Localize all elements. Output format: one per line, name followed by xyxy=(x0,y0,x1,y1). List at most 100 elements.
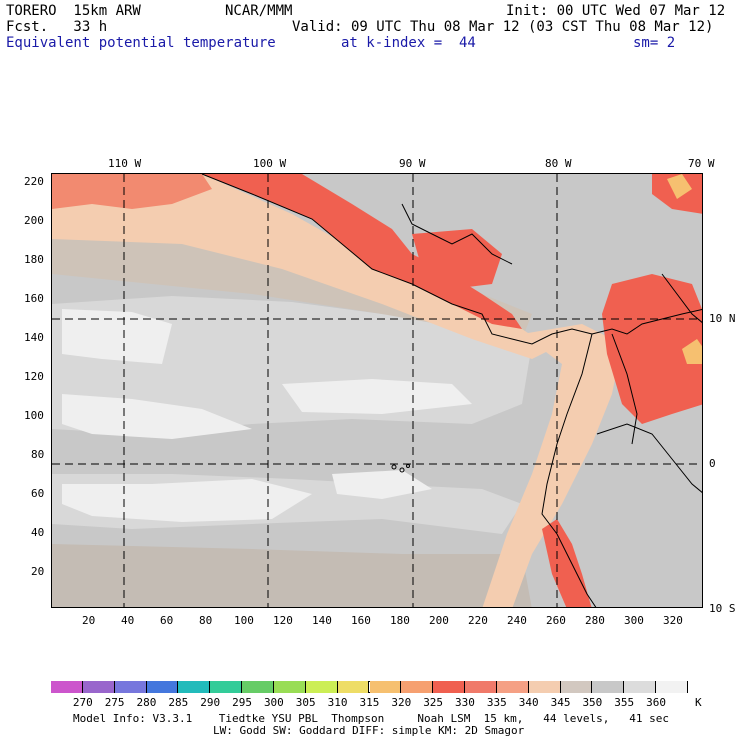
lon-label-80w: 80 W xyxy=(545,157,572,170)
border-line xyxy=(661,273,702,323)
colorbar-level-label: 340 xyxy=(518,696,539,709)
colorbar-level-label: 355 xyxy=(614,696,635,709)
colorbar-swatch xyxy=(656,681,688,693)
y-label: 80 xyxy=(31,448,45,461)
lon-label-70w: 70 W xyxy=(688,157,715,170)
border-line xyxy=(611,333,638,445)
y-label: 160 xyxy=(24,292,44,305)
galapagos-island xyxy=(391,464,397,470)
x-label: 320 xyxy=(663,614,683,627)
colorbar-swatch xyxy=(528,681,561,693)
center-title: NCAR/MMM xyxy=(225,3,293,19)
colorbar-level-label: 280 xyxy=(136,696,157,709)
model-info-line2: LW: Godd SW: Goddard DIFF: simple KM: 2D… xyxy=(213,724,525,737)
colorbar-swatch xyxy=(337,681,370,693)
colorbar-swatch xyxy=(401,681,434,693)
x-label: 20 xyxy=(82,614,96,627)
colorbar-level-label: 295 xyxy=(232,696,252,709)
colorbar-level-label: 300 xyxy=(263,696,284,709)
x-label: 260 xyxy=(546,614,566,627)
colorbar-swatch xyxy=(146,681,179,693)
y-label: 180 xyxy=(24,253,44,266)
red-region xyxy=(602,274,702,424)
y-label: 40 xyxy=(31,526,45,539)
colorbar-level-label: 270 xyxy=(72,696,93,709)
south-america-coastline xyxy=(541,333,597,607)
colorbar-swatch xyxy=(592,681,625,693)
colorbar-level-label: 360 xyxy=(646,696,667,709)
colorbar-swatch xyxy=(114,681,147,693)
x-label: 180 xyxy=(390,614,410,627)
x-label: 80 xyxy=(199,614,213,627)
colorbar-level-label: 330 xyxy=(455,696,475,709)
red-region xyxy=(202,174,522,329)
white-patch xyxy=(62,479,312,522)
x-label: 240 xyxy=(507,614,527,627)
x-label: 300 xyxy=(624,614,644,627)
colorbar-swatch xyxy=(305,681,338,693)
y-label: 60 xyxy=(31,487,45,500)
y-label: 120 xyxy=(24,370,44,383)
red-region xyxy=(412,229,502,289)
map-panel xyxy=(51,173,703,608)
border-line xyxy=(596,423,702,493)
x-label: 60 xyxy=(160,614,174,627)
colorbar-swatch xyxy=(560,681,593,693)
lat-label-10n: 10 N xyxy=(709,312,736,325)
red-region xyxy=(542,519,592,607)
colorbar-level-label: 290 xyxy=(200,696,221,709)
x-label: 100 xyxy=(234,614,254,627)
colorbar-swatch xyxy=(242,681,274,693)
y-label: 140 xyxy=(24,331,44,344)
colorbar-swatch xyxy=(210,681,243,693)
colorbar-level-label: 285 xyxy=(168,696,189,709)
gray-brown-band xyxy=(52,544,532,607)
colorbar-level-label: 320 xyxy=(391,696,412,709)
lat-label-0: 0 xyxy=(709,457,716,470)
colorbar-level-label: 350 xyxy=(582,696,603,709)
model-info-line1: Model Info: V3.3.1 Tiedtke YSU PBL Thomp… xyxy=(73,712,670,725)
red-region xyxy=(52,174,212,209)
x-label: 200 xyxy=(429,614,449,627)
colorbar-level-label: 305 xyxy=(295,696,316,709)
orange-highlight xyxy=(667,174,692,199)
latlon-grid xyxy=(52,174,702,607)
colorbar-swatch xyxy=(82,681,115,693)
field-name: Equivalent potential temperature xyxy=(6,35,276,51)
model-title: TORERO 15km ARW xyxy=(6,3,141,19)
x-label: 120 xyxy=(273,614,293,627)
colorbar-level-label: 275 xyxy=(104,696,125,709)
x-label: 140 xyxy=(312,614,332,627)
colorbar-swatch xyxy=(178,681,211,693)
colorbar-swatch xyxy=(465,681,497,693)
x-label: 40 xyxy=(121,614,135,627)
x-label: 280 xyxy=(585,614,605,627)
white-patch xyxy=(62,394,252,439)
colorbar-level-label: 310 xyxy=(327,696,348,709)
smoothing-info: sm= 2 xyxy=(633,35,676,51)
y-label: 220 xyxy=(24,175,44,188)
white-patch xyxy=(332,470,432,499)
y-label: 20 xyxy=(31,565,45,578)
central-america-coastline xyxy=(201,174,593,345)
lat-label-10s: 10 S xyxy=(709,602,736,615)
white-patch xyxy=(282,379,472,414)
x-label: 160 xyxy=(351,614,371,627)
init-time: Init: 00 UTC Wed 07 Mar 12 xyxy=(506,3,726,19)
colorbar-swatch xyxy=(51,681,83,693)
theta-e-map xyxy=(52,174,702,607)
galapagos-island xyxy=(399,467,405,473)
peach-region xyxy=(482,324,622,607)
colorbar-level-label: 345 xyxy=(550,696,571,709)
colorbar-swatch xyxy=(624,681,657,693)
lon-label-90w: 90 W xyxy=(399,157,426,170)
border-line xyxy=(401,203,513,265)
forecast-hour: Fcst. 33 h xyxy=(6,19,108,35)
south-america-coastline xyxy=(591,308,702,335)
colorbar-unit: K xyxy=(695,696,702,709)
level-info: at k-index = 44 xyxy=(341,35,476,51)
y-label: 100 xyxy=(24,409,44,422)
colorbar-swatch xyxy=(369,681,402,693)
y-label: 200 xyxy=(24,214,44,227)
colorbar-swatch xyxy=(433,681,466,693)
